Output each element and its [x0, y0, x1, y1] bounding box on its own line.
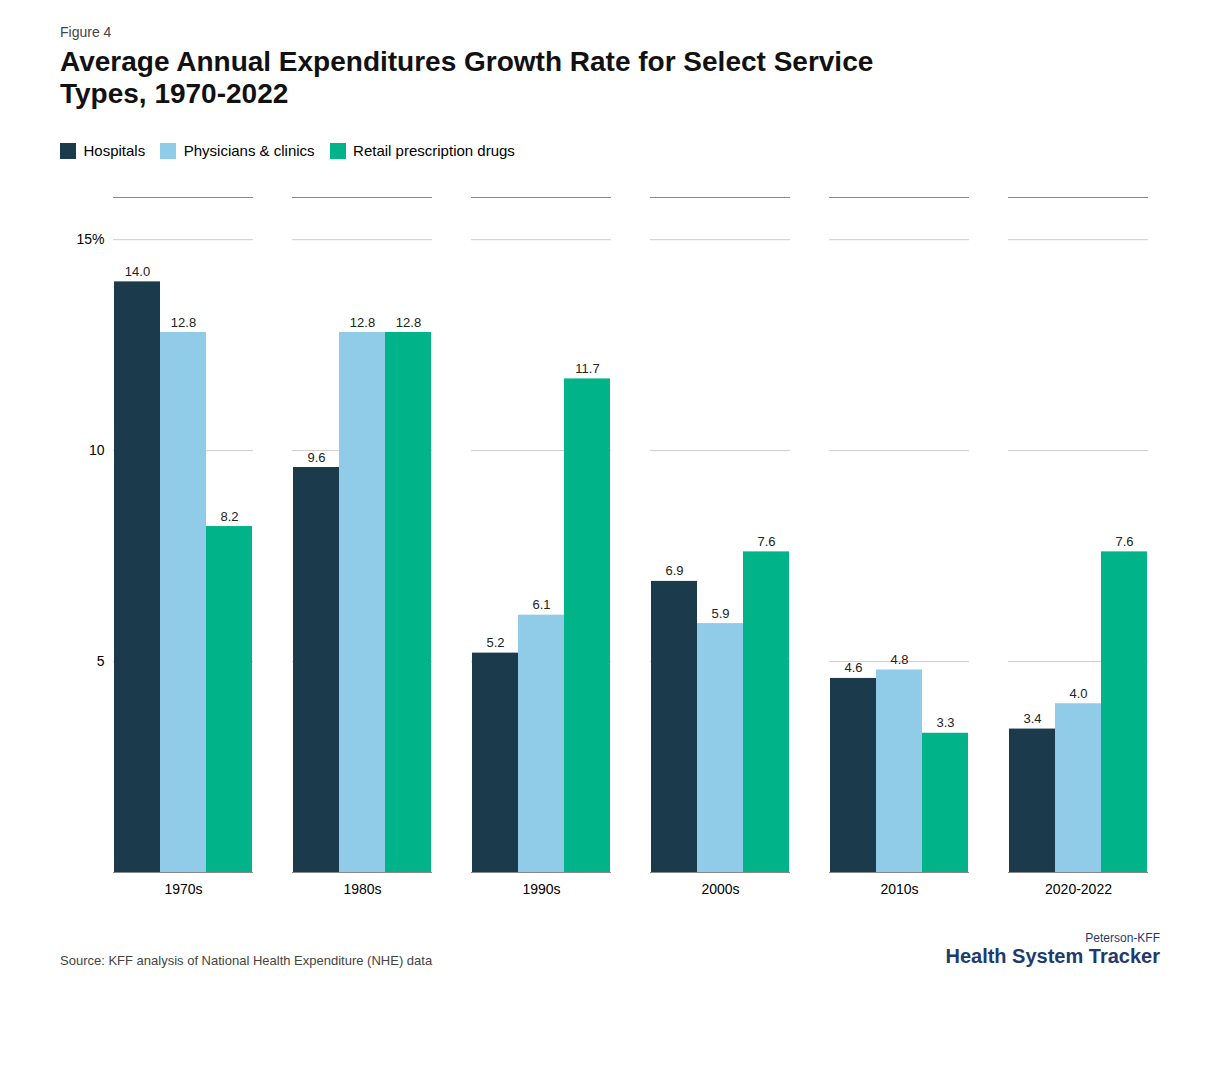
svg-text:5: 5 [97, 653, 105, 669]
html-text:Retail prescription drugs: Retail prescription drugs [353, 142, 515, 160]
html-text:Physicians & clinics: Physicians & clinics [183, 142, 315, 160]
html-text:Hospitals: Hospitals [83, 142, 146, 160]
svg-text:4.6: 4.6 [844, 661, 862, 676]
svg-text:9.6: 9.6 [307, 450, 325, 465]
svg-text:4.8: 4.8 [890, 652, 908, 667]
html-text:Types, 1970-2022: Types, 1970-2022 [60, 78, 289, 110]
html-text:Source: KFF analysis of Nation: Source: KFF analysis of National Health … [60, 953, 433, 969]
svg-text:4.0: 4.0 [1069, 686, 1087, 701]
svg-text:12.8: 12.8 [171, 315, 196, 330]
svg-text:3.4: 3.4 [1023, 711, 1041, 726]
svg-text:1980s: 1980s [343, 882, 381, 898]
svg-text:1970s: 1970s [164, 882, 202, 898]
svg-text:5.9: 5.9 [711, 606, 729, 621]
svg-text:10: 10 [89, 442, 105, 458]
svg-text:12.8: 12.8 [396, 315, 421, 330]
html-text:Health System Tracker: Health System Tracker [945, 945, 1160, 968]
svg-text:3.3: 3.3 [936, 716, 954, 731]
svg-text:12.8: 12.8 [350, 315, 375, 330]
html-text:Figure 4: Figure 4 [60, 24, 112, 40]
svg-text:1990s: 1990s [522, 882, 560, 898]
svg-text:2020-2022: 2020-2022 [1045, 882, 1112, 898]
svg-text:7.6: 7.6 [757, 534, 775, 549]
svg-text:2000s: 2000s [701, 882, 739, 898]
svg-text:14.0: 14.0 [125, 264, 150, 279]
svg-text:6.1: 6.1 [532, 598, 550, 613]
svg-text:15%: 15% [76, 232, 104, 248]
svg-text:2010s: 2010s [880, 882, 918, 898]
svg-text:5.2: 5.2 [486, 636, 504, 651]
svg-text:8.2: 8.2 [220, 509, 238, 524]
svg-text:7.6: 7.6 [1115, 534, 1133, 549]
html-text:Peterson-KFF: Peterson-KFF [1085, 931, 1160, 946]
svg-text:6.9: 6.9 [665, 564, 683, 579]
svg-text:11.7: 11.7 [575, 361, 599, 376]
html-text:Average Annual Expenditures Gr: Average Annual Expenditures Growth Rate … [60, 46, 874, 77]
